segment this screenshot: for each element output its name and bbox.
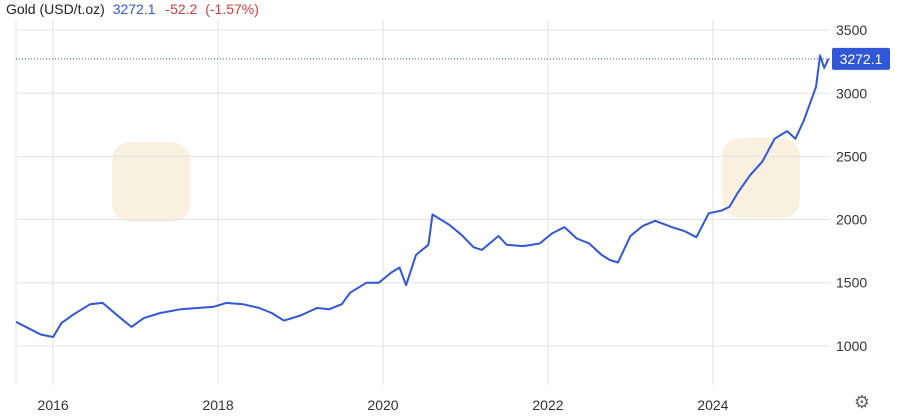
price-tag-label: 3272.1	[840, 51, 883, 67]
x-tick-label: 2022	[532, 397, 563, 413]
y-tick-label: 1500	[836, 275, 867, 291]
y-tick-label: 2000	[836, 212, 867, 228]
x-axis: 2016 2018 2020 2022 2024	[38, 397, 729, 413]
price-tag-bg	[832, 47, 890, 70]
chart-header: Gold (USD/t.oz) 3272.1 -52.2 (-1.57%)	[6, 1, 259, 17]
price-tag: 3272.1	[16, 47, 890, 70]
watermark	[112, 138, 800, 222]
price-value: 3272.1	[112, 1, 156, 17]
y-tick-label: 1000	[836, 338, 867, 354]
y-tick-label: 3500	[836, 22, 867, 38]
series-line-0	[15, 54, 830, 338]
symbol-label: Gold (USD/t.oz)	[6, 1, 105, 17]
y-axis: 1000 1500 2000 2500 3000 3500	[836, 22, 867, 354]
price-change: -52.2	[165, 1, 198, 17]
gear-icon[interactable]: ⚙	[853, 392, 871, 412]
series-area	[15, 54, 830, 338]
wikifx-logo-icon	[112, 142, 190, 222]
grid	[15, 20, 830, 385]
x-tick-label: 2016	[38, 397, 69, 413]
wikifx-logo-icon	[722, 138, 800, 218]
y-tick-label: 3000	[836, 85, 867, 101]
price-change-percent: (-1.57%)	[205, 1, 259, 17]
y-tick-label: 2500	[836, 148, 867, 164]
x-tick-label: 2020	[367, 397, 398, 413]
x-tick-label: 2018	[202, 397, 233, 413]
x-tick-label: 2024	[697, 397, 728, 413]
